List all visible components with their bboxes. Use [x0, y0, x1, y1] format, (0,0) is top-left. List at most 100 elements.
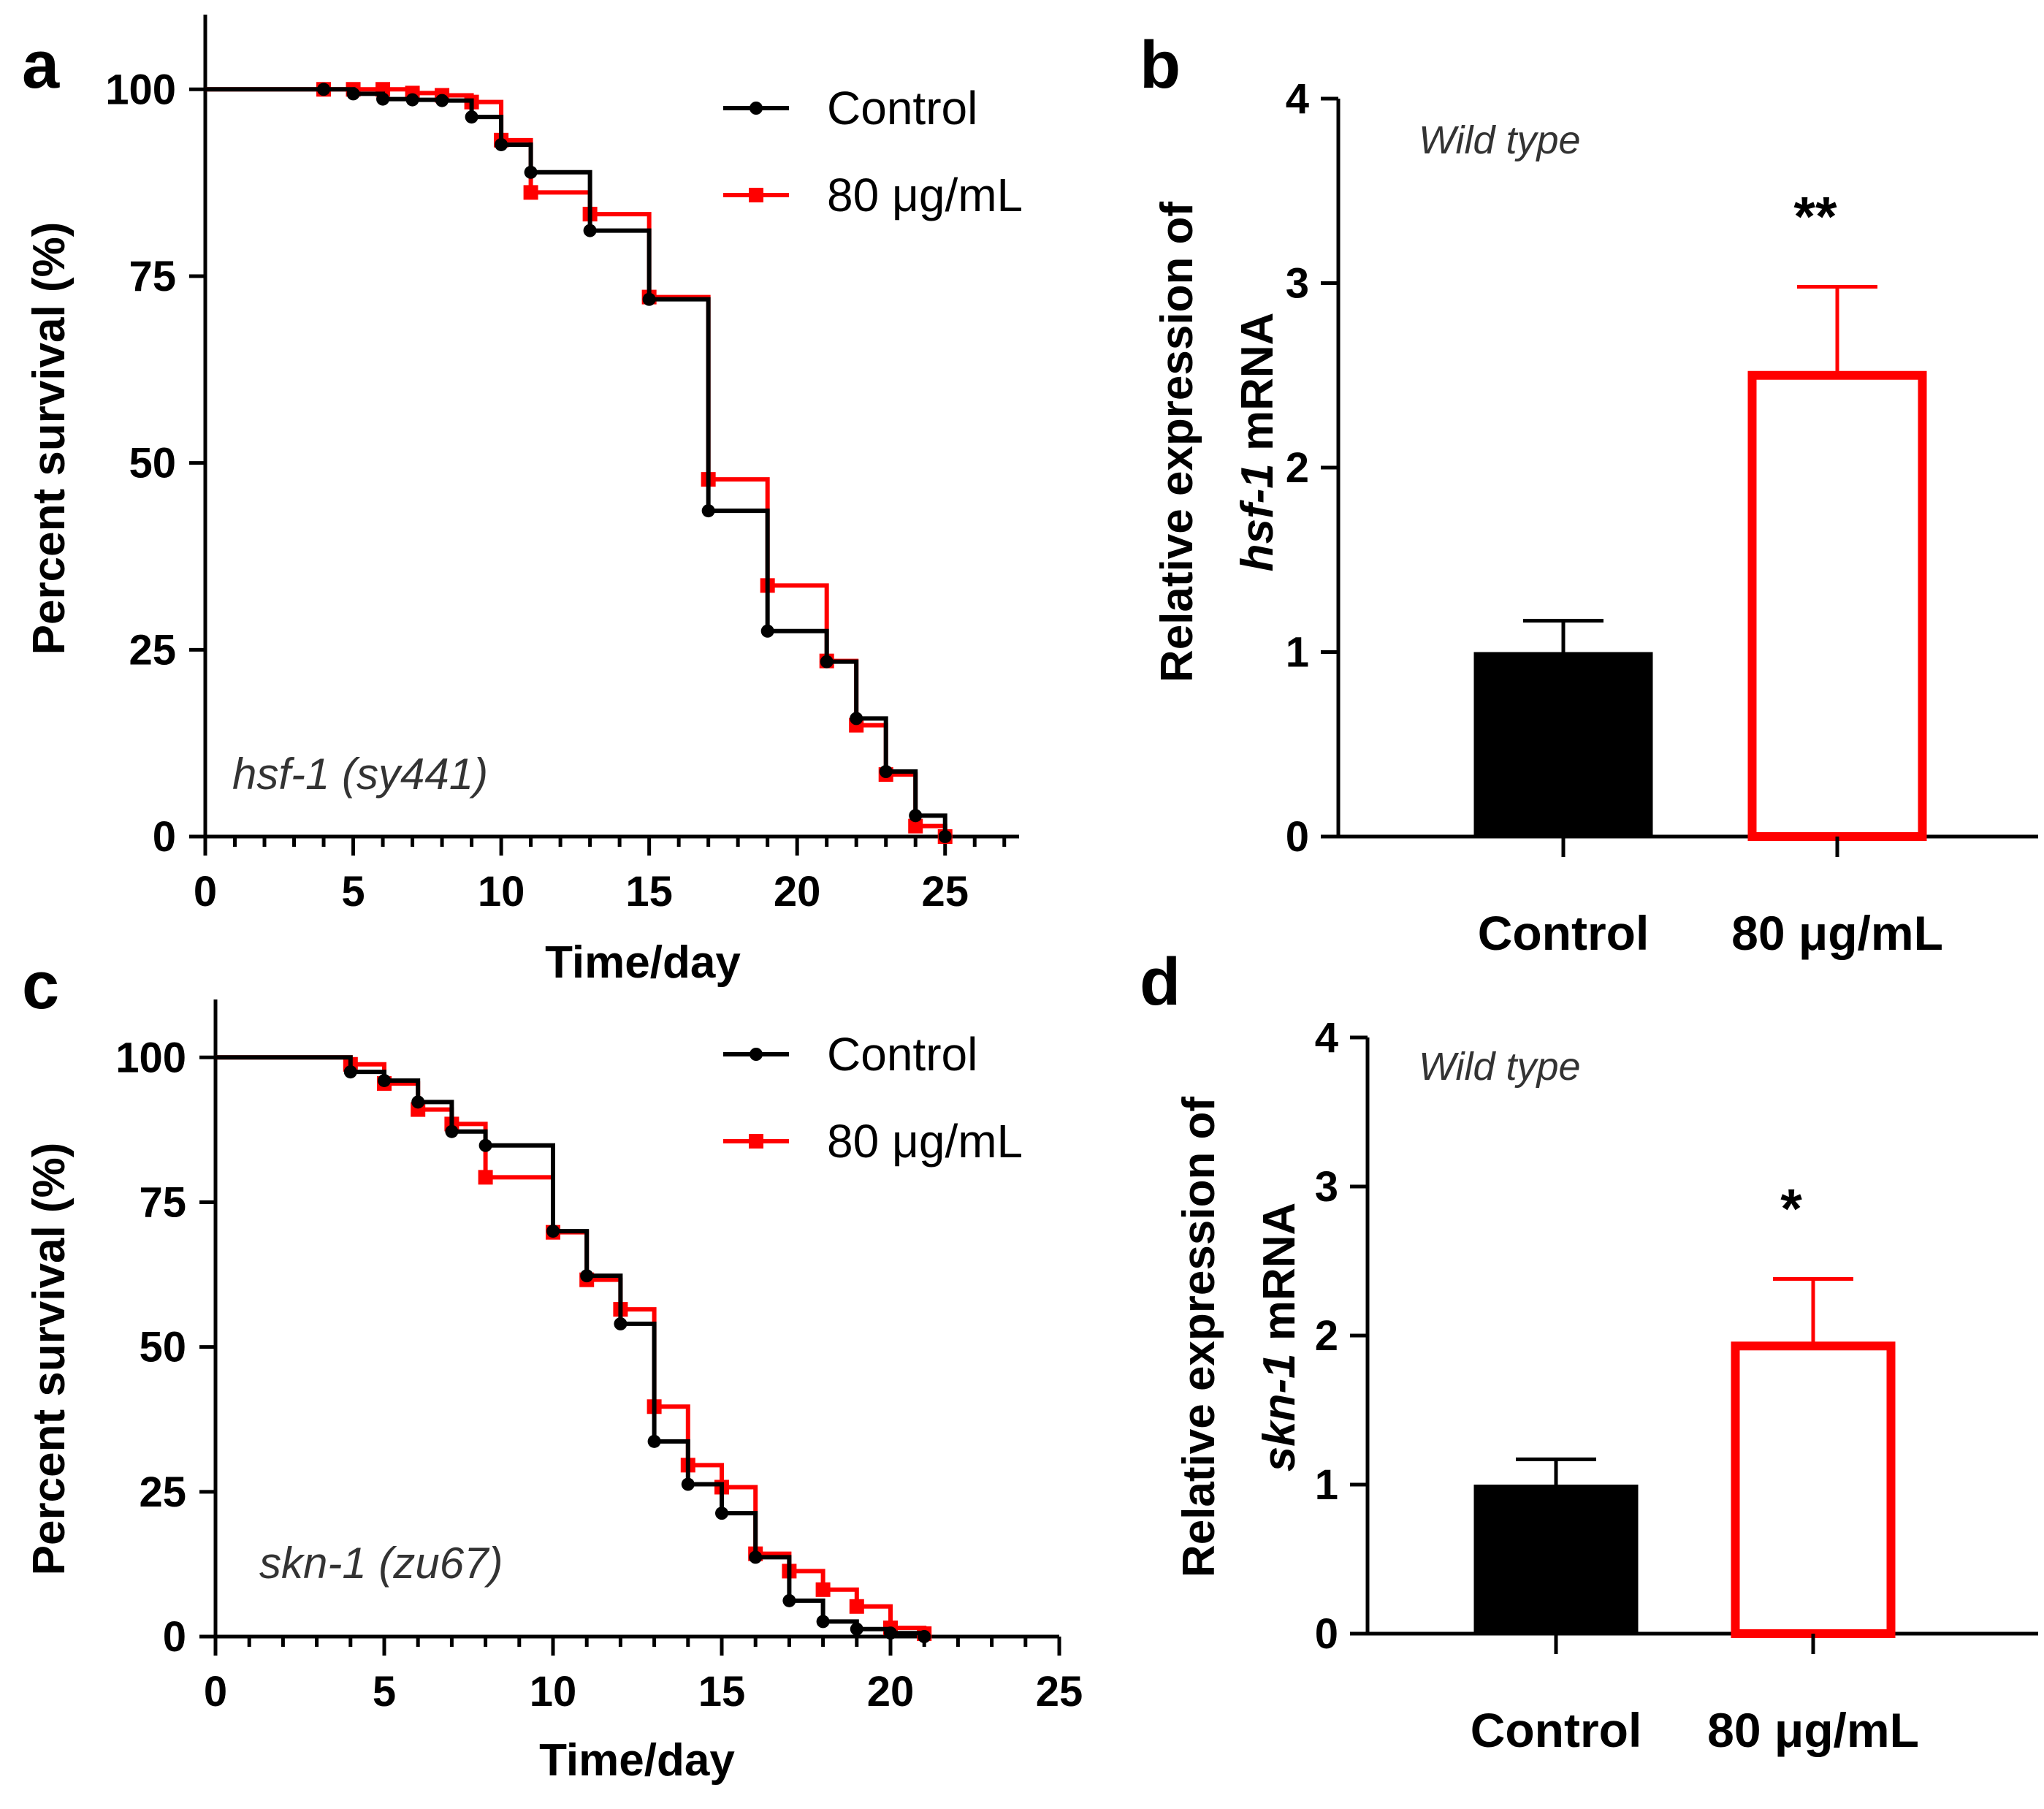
data-point-control — [909, 809, 923, 823]
data-point-control — [938, 830, 952, 843]
strain-label: hsf-1 (sy441) — [232, 750, 488, 799]
data-point-control — [918, 1630, 931, 1643]
data-point-control — [546, 1225, 560, 1238]
y-axis-title-line2: hsf-1 mRNA — [1232, 313, 1283, 572]
data-point-treated — [523, 185, 538, 200]
data-point-control — [411, 1095, 425, 1109]
data-point-treated — [849, 1599, 864, 1614]
data-point-control — [465, 110, 478, 124]
y-tick-label: 0 — [1315, 1610, 1338, 1658]
panel-letter-b: b — [1140, 28, 1181, 102]
legend-marker-control — [750, 102, 763, 115]
y-tick-label: 3 — [1315, 1163, 1338, 1211]
data-point-control — [614, 1317, 628, 1330]
x-tick-label: 10 — [530, 1668, 577, 1715]
y-tick-label: 0 — [163, 1613, 186, 1661]
x-tick-label: 20 — [774, 868, 821, 915]
y-tick-label: 1 — [1315, 1461, 1338, 1509]
x-tick-label: 15 — [698, 1668, 746, 1715]
data-point-control — [378, 1073, 391, 1087]
legend-label-treated: 80 μg/mL — [827, 1115, 1023, 1168]
y-tick-label: 75 — [139, 1178, 186, 1226]
data-point-control — [346, 87, 360, 101]
category-label: 80 μg/mL — [1707, 1703, 1919, 1757]
bar-control — [1473, 1485, 1639, 1634]
y-axis-title: Percent survival (%) — [24, 222, 75, 655]
y-axis-title-line1: Relative expression of — [1174, 1097, 1224, 1577]
data-point-control — [884, 1626, 897, 1640]
x-tick-label: 10 — [478, 868, 525, 915]
data-point-control — [435, 94, 449, 107]
strain-label: skn-1 (zu67) — [259, 1539, 503, 1588]
gene-suffix: mRNA — [1232, 313, 1283, 464]
y-tick-label: 0 — [153, 813, 176, 861]
legend-marker-treated — [749, 1134, 763, 1149]
y-tick-label: 4 — [1286, 75, 1309, 123]
x-tick-label: 0 — [194, 868, 217, 915]
legend-label-control: Control — [827, 82, 977, 134]
x-tick-label: 5 — [341, 868, 365, 915]
bar-treated — [1747, 370, 1927, 841]
condition-label: Wild type — [1419, 1045, 1581, 1089]
y-tick-label: 2 — [1315, 1312, 1338, 1360]
gene-name: skn-1 — [1254, 1353, 1305, 1471]
data-point-control — [681, 1477, 695, 1491]
y-tick-label: 3 — [1286, 260, 1309, 308]
y-axis-title-line2: skn-1 mRNA — [1254, 1203, 1305, 1472]
y-tick-label: 0 — [1286, 813, 1309, 861]
y-tick-label: 1 — [1286, 629, 1309, 677]
data-point-control — [701, 504, 715, 518]
x-tick-label: 20 — [867, 1668, 915, 1715]
category-label: Control — [1478, 906, 1650, 960]
x-tick-label: 15 — [625, 868, 673, 915]
condition-label: Wild type — [1419, 118, 1581, 162]
panel-letter-a: a — [22, 28, 60, 102]
significance-marker: ** — [1793, 186, 1837, 248]
y-tick-label: 25 — [129, 626, 176, 674]
data-point-control — [647, 1434, 661, 1448]
data-point-control — [816, 1615, 830, 1629]
data-point-control — [405, 93, 419, 107]
survival-line-control — [205, 87, 947, 837]
legend-label-control: Control — [827, 1028, 977, 1081]
y-tick-label: 25 — [139, 1469, 186, 1516]
data-point-control — [715, 1507, 728, 1520]
y-tick-label: 50 — [129, 440, 176, 487]
significance-marker: * — [1780, 1178, 1802, 1240]
legend: Control 80 μg/mL — [723, 82, 1023, 221]
panel-letter-c: c — [22, 948, 59, 1023]
data-point-control — [850, 712, 863, 725]
x-tick-label: 25 — [1036, 1668, 1083, 1715]
y-tick-label: 2 — [1286, 444, 1309, 492]
data-point-control — [445, 1124, 459, 1138]
legend-marker-control — [750, 1048, 763, 1061]
data-point-treated — [908, 818, 923, 834]
bar-treated — [1731, 1341, 1896, 1639]
x-axis-title: Time/day — [545, 937, 741, 988]
data-point-control — [580, 1269, 594, 1283]
legend-label-treated: 80 μg/mL — [827, 169, 1023, 221]
category-label: 80 μg/mL — [1731, 906, 1943, 960]
data-point-control — [642, 292, 656, 306]
data-point-control — [343, 1065, 357, 1079]
panel-b-bar-chart: b Relative expression of hsf-1 mRNA Wild… — [1140, 28, 2038, 960]
data-point-control — [879, 765, 893, 779]
y-tick-label: 50 — [139, 1324, 186, 1371]
gene-name: hsf-1 — [1232, 463, 1283, 571]
data-point-control — [376, 92, 390, 106]
y-tick-label: 4 — [1315, 1014, 1338, 1062]
x-tick-label: 25 — [921, 868, 969, 915]
data-point-control — [749, 1550, 763, 1564]
data-point-control — [583, 224, 597, 237]
x-tick-label: 5 — [373, 1668, 396, 1715]
survival-line-control — [216, 1055, 927, 1637]
gene-suffix: mRNA — [1254, 1203, 1305, 1354]
data-point-control — [850, 1622, 863, 1636]
data-point-control — [478, 1138, 492, 1152]
y-tick-label: 100 — [115, 1034, 186, 1081]
data-point-control — [782, 1593, 796, 1607]
x-axis-title: Time/day — [539, 1735, 735, 1786]
y-tick-label: 75 — [129, 253, 176, 300]
category-label: Control — [1471, 1703, 1642, 1757]
